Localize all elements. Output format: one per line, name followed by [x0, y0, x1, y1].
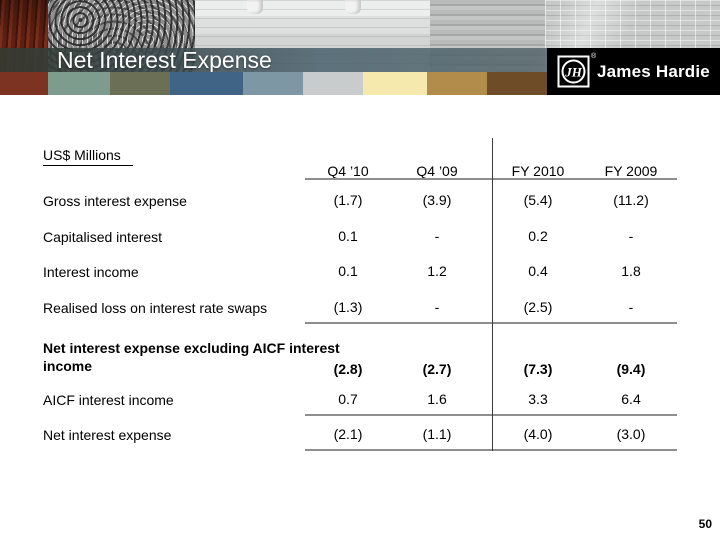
cell-value: (2.7) [422, 361, 452, 377]
color-swatch-steel-blue [170, 72, 243, 95]
color-swatch-gold [427, 72, 487, 95]
color-swatch-pale-yellow [363, 72, 427, 95]
row-label-net-interest-expense-excl-aicf: Net interest expense excluding AICF inte… [43, 340, 340, 374]
james-hardie-monogram-icon: JH [557, 55, 590, 88]
page-title: Net Interest Expense [57, 46, 272, 73]
color-swatch-sage [48, 72, 110, 95]
cell-value: 0.4 [528, 263, 548, 279]
cell-value: 0.7 [338, 391, 358, 407]
row-label-gross-interest-expense: Gross interest expense [43, 193, 187, 209]
cell-value: 1.6 [427, 391, 447, 407]
cell-value: - [434, 299, 440, 315]
cell-value: (3.9) [422, 192, 452, 208]
cell-value: (11.2) [613, 192, 649, 208]
color-swatch-brown [487, 72, 547, 95]
color-swatch-olive [110, 72, 170, 95]
row-label-capitalised-interest: Capitalised interest [43, 229, 163, 245]
color-swatch-light-gray [303, 72, 363, 95]
cell-value: (4.0) [523, 426, 553, 442]
color-swatch-blue-gray [243, 72, 303, 95]
cell-value: 1.2 [427, 263, 447, 279]
cell-value: 0.1 [338, 263, 358, 279]
porch-bracket [247, 0, 263, 14]
column-header-q4-09: Q4 ’09 [416, 163, 458, 179]
row-label-aicf-interest-income: AICF interest income [43, 392, 174, 408]
cell-value: (9.4) [616, 361, 646, 377]
cell-value: 1.8 [621, 263, 641, 279]
cell-value: 3.3 [528, 391, 548, 407]
cell-value: - [628, 299, 634, 315]
cell-value: (1.3) [333, 299, 363, 315]
table-rule-after-aicf [305, 414, 677, 416]
units-label: US$ Millions [43, 147, 133, 166]
table-rule-after-swaps [305, 322, 677, 324]
cell-value: (1.7) [333, 192, 363, 208]
svg-text:JH: JH [564, 65, 583, 80]
cell-value: (3.0) [616, 426, 646, 442]
row-label-net-interest-expense: Net interest expense [43, 427, 172, 443]
table-rule-bottom [305, 449, 677, 451]
column-header-fy2009: FY 2009 [604, 163, 658, 179]
cell-value: 6.4 [621, 391, 641, 407]
title-band: Net Interest Expense [0, 48, 547, 72]
page-number: 50 [698, 517, 712, 531]
cell-value: 0.1 [338, 228, 358, 244]
james-hardie-logo: JH ® James Hardie [547, 48, 720, 95]
cell-value: - [628, 228, 634, 244]
table-rule-header [305, 178, 677, 180]
cell-value: (7.3) [523, 361, 553, 377]
cell-value: (1.1) [422, 426, 452, 442]
james-hardie-wordmark: James Hardie [597, 61, 710, 81]
cell-value: (2.8) [333, 361, 363, 377]
row-label-interest-income: Interest income [43, 264, 139, 280]
cell-value: (2.5) [523, 299, 553, 315]
cell-value: (2.1) [333, 426, 363, 442]
row-label-realised-loss-swaps: Realised loss on interest rate swaps [43, 300, 268, 316]
table-vertical-divider [492, 138, 493, 451]
cell-value: 0.2 [528, 228, 548, 244]
color-swatch-brick [0, 72, 48, 95]
cell-value: (5.4) [523, 192, 553, 208]
brand-color-strip [0, 72, 547, 95]
column-header-q4-10: Q4 ’10 [327, 163, 369, 179]
registered-trademark-icon: ® [591, 53, 597, 60]
column-header-fy2010: FY 2010 [511, 163, 565, 179]
porch-bracket [345, 0, 361, 14]
cell-value: - [434, 228, 440, 244]
